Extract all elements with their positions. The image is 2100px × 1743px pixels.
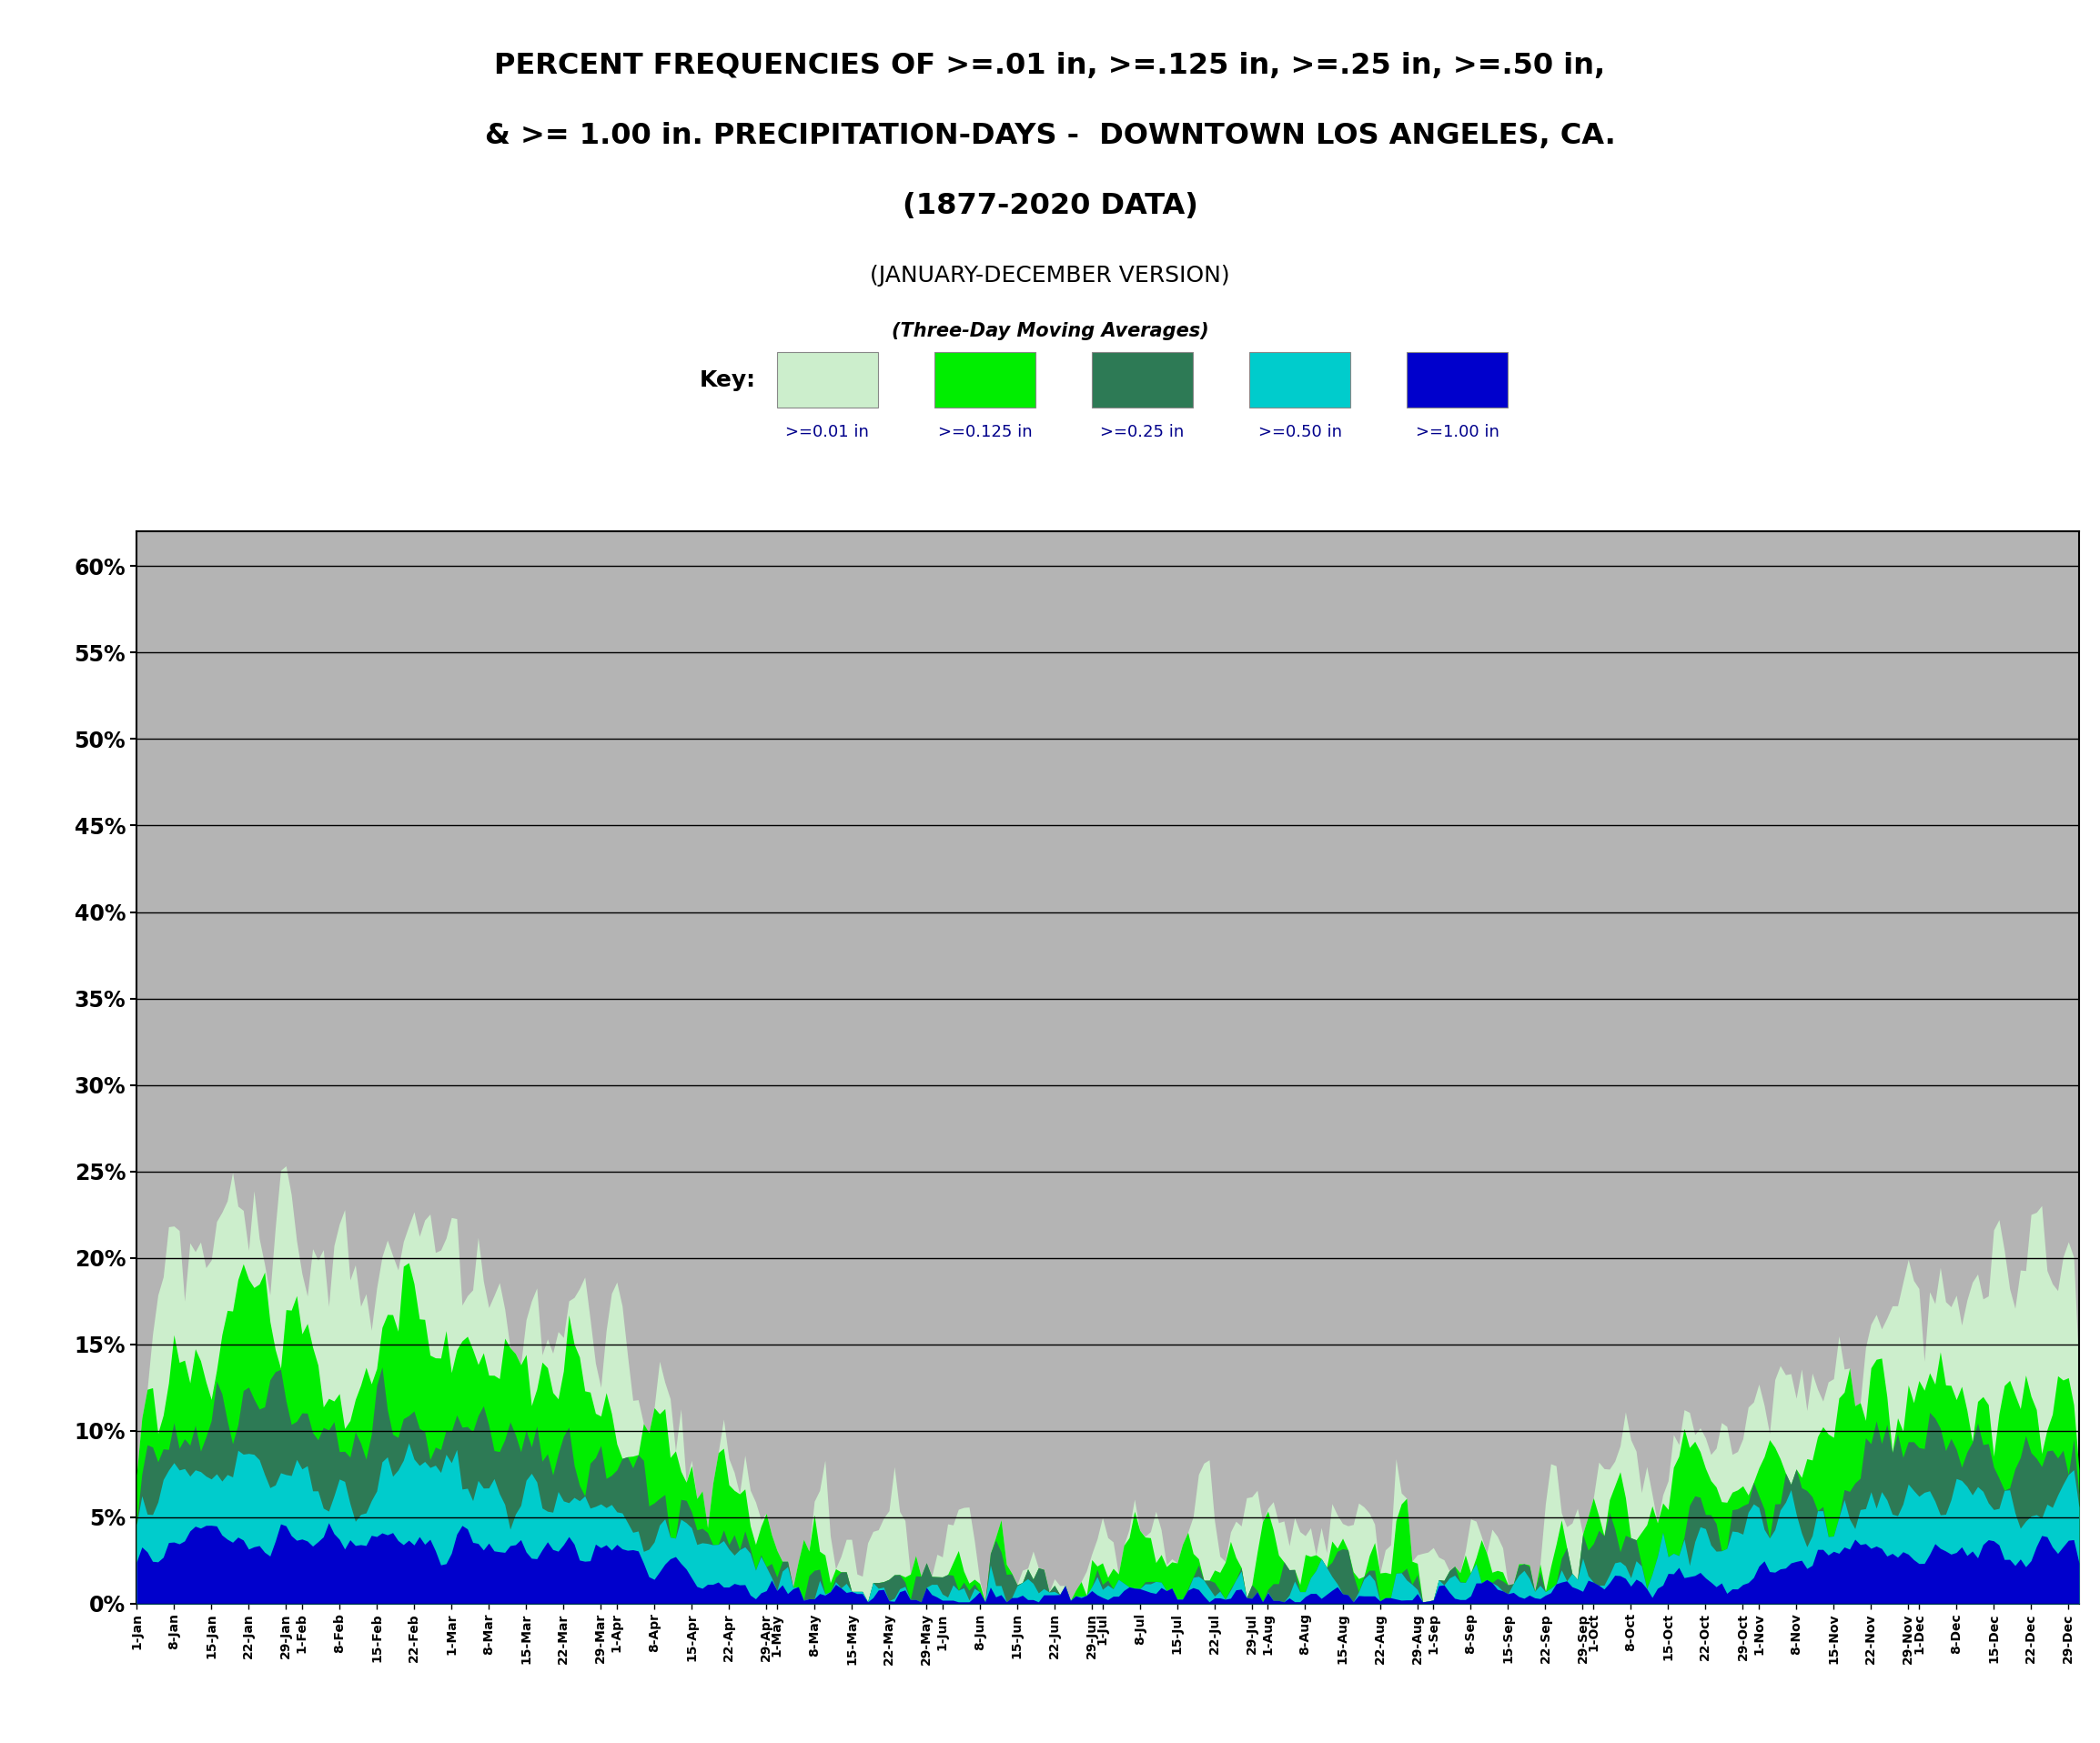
Text: >=0.125 in: >=0.125 in (939, 424, 1031, 439)
Text: PERCENT FREQUENCIES OF >=.01 in, >=.125 in, >=.25 in, >=.50 in,: PERCENT FREQUENCIES OF >=.01 in, >=.125 … (494, 52, 1606, 80)
Text: (1877-2020 DATA): (1877-2020 DATA) (903, 192, 1197, 220)
Text: Key:: Key: (699, 370, 756, 390)
Text: >=0.01 in: >=0.01 in (785, 424, 869, 439)
Text: & >= 1.00 in. PRECIPITATION-DAYS -  DOWNTOWN LOS ANGELES, CA.: & >= 1.00 in. PRECIPITATION-DAYS - DOWNT… (485, 122, 1615, 150)
Text: >=1.00 in: >=1.00 in (1415, 424, 1499, 439)
Text: (Three-Day Moving Averages): (Three-Day Moving Averages) (890, 322, 1210, 340)
Text: >=0.25 in: >=0.25 in (1100, 424, 1184, 439)
Text: (JANUARY-DECEMBER VERSION): (JANUARY-DECEMBER VERSION) (869, 265, 1231, 288)
Text: >=0.50 in: >=0.50 in (1258, 424, 1342, 439)
